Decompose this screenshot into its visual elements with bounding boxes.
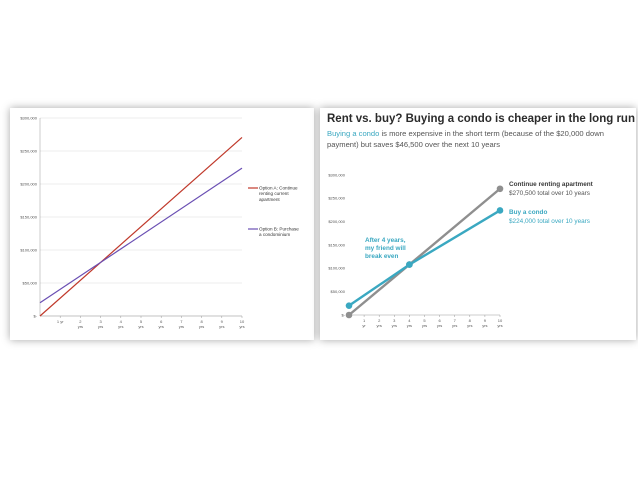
x-tick-label: 7	[454, 318, 457, 323]
chart-subtitle: Buying a condo is more expensive in the …	[327, 129, 627, 150]
y-tick-label: $300,000	[328, 172, 345, 177]
series-total-label: $270,500 total over 10 years	[509, 190, 590, 197]
x-tick-label: 4	[120, 319, 123, 324]
x-tick-label: 2	[79, 319, 82, 324]
series-total-label: $224,000 total over 10 years	[509, 218, 590, 225]
x-tick-unit: yrs	[159, 324, 164, 329]
x-tick-unit: yrs	[437, 323, 442, 328]
x-tick-label: 5	[423, 318, 426, 323]
series-label: Buy a condo	[509, 209, 547, 216]
y-tick-label: $150,000	[328, 242, 345, 247]
x-tick-unit: yrs	[118, 324, 123, 329]
y-tick-label: $-	[33, 313, 37, 318]
subtitle-highlight: Buying a condo	[327, 129, 380, 138]
x-tick-unit: yrs	[422, 323, 427, 328]
x-tick-unit: yrs	[138, 324, 143, 329]
y-tick-label: $-	[341, 312, 345, 317]
condo-point	[496, 207, 504, 214]
x-tick-label: 3	[99, 319, 102, 324]
annotation-text: break even	[365, 253, 398, 260]
x-tick-label: 9	[221, 319, 224, 324]
y-tick-label: $100,000	[328, 266, 345, 271]
y-tick-label: $250,000	[328, 196, 345, 201]
x-tick-unit: yrs	[377, 323, 382, 328]
x-tick-label: 6	[160, 319, 163, 324]
x-tick-label: 10	[498, 318, 503, 323]
x-tick-label: 1 yr	[57, 319, 64, 324]
left-chart: $- $50,000 $100,000 $150,000 $200,000 $250,00…	[20, 115, 299, 329]
series-label: Continue renting apartment	[509, 181, 594, 188]
x-tick-unit: yrs	[98, 324, 103, 329]
chart-title: Rent vs. buy? Buying a condo is cheaper …	[327, 113, 635, 125]
x-tick-label: 8	[469, 318, 472, 323]
condo-point	[345, 302, 353, 309]
y-tick-label: $150,000	[20, 214, 37, 219]
x-tick-label: 9	[484, 318, 487, 323]
x-tick-label: 1	[363, 318, 366, 323]
right-chart: $- $50,000 $100,000 $150,000 $200,000 $250,00…	[328, 172, 594, 328]
legend-entry-text: renting current	[259, 191, 289, 196]
y-tick-label: $300,000	[20, 115, 37, 120]
x-tick-unit: yrs	[407, 323, 412, 328]
legend-entry-text: Option A: Continue	[259, 186, 298, 191]
x-tick-label: 4	[408, 318, 411, 323]
y-tick-label: $50,000	[331, 289, 346, 294]
x-tick-unit: yrs	[78, 324, 83, 329]
y-tick-label: $200,000	[328, 219, 345, 224]
x-tick-label: 5	[140, 319, 143, 324]
legend-entry-text: a condominium	[259, 232, 290, 237]
left-chart-panel: $- $50,000 $100,000 $150,000 $200,000 $250,00…	[10, 108, 314, 340]
renting-point	[496, 185, 504, 193]
legend-entry-text: apartment	[259, 197, 280, 202]
series-line-option-b	[39, 167, 243, 304]
x-tick-label: 8	[200, 319, 203, 324]
subtitle-rest: is more expensive in the short term (bec…	[327, 129, 604, 149]
y-tick-label: $250,000	[20, 148, 37, 153]
x-tick-label: 7	[180, 319, 183, 324]
legend-entry-text: Option B: Purchase	[259, 227, 299, 232]
x-tick-unit: yrs	[452, 323, 457, 328]
y-tick-label: $100,000	[20, 247, 37, 252]
renting-point	[345, 311, 353, 319]
right-chart-panel: Rent vs. buy? Buying a condo is cheaper …	[320, 108, 636, 340]
x-tick-unit: yrs	[497, 323, 502, 328]
x-tick-unit: yrs	[392, 323, 397, 328]
x-tick-label: 6	[438, 318, 441, 323]
x-tick-label: 2	[378, 318, 381, 323]
y-tick-label: $50,000	[23, 280, 38, 285]
x-tick-unit: yrs	[219, 324, 224, 329]
x-tick-label: 3	[393, 318, 396, 323]
annotation-text: my friend will	[365, 245, 406, 252]
x-tick-unit: yrs	[239, 324, 244, 329]
y-tick-label: $200,000	[20, 181, 37, 186]
x-tick-unit: yrs	[179, 324, 184, 329]
x-tick-unit: yrs	[482, 323, 487, 328]
condo-point	[406, 261, 413, 268]
x-tick-unit: yrs	[199, 324, 204, 329]
series-line-option-a	[39, 137, 243, 317]
annotation-text: After 4 years,	[365, 237, 406, 244]
x-tick-label: 10	[240, 319, 245, 324]
x-tick-unit: yr	[362, 323, 366, 328]
x-tick-unit: yrs	[467, 323, 472, 328]
